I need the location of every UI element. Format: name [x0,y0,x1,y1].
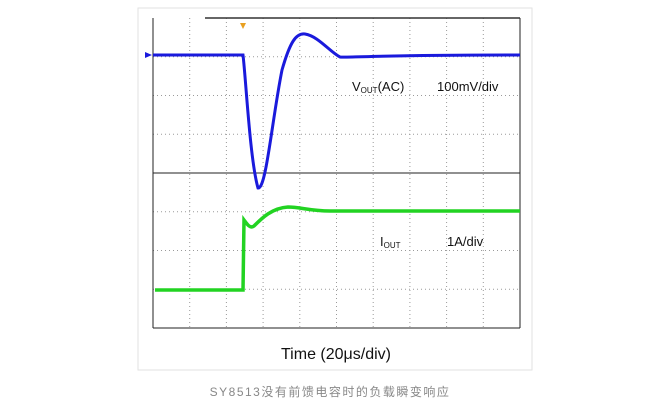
caption: SY8513没有前馈电容时的负载瞬变响应 [210,384,451,399]
vout-trace [153,32,521,190]
vout-label: VOUT(AC) [352,79,404,95]
iout-scale: 1A/div [447,234,484,249]
iout-trace [155,205,520,292]
trigger-marker [240,23,246,29]
scope-grid [152,17,521,329]
vout-scale: 100mV/div [437,79,499,94]
ch1-marker [145,52,152,58]
iout-label: IOUT [380,234,401,250]
x-axis-label: Time (20μs/div) [281,346,391,363]
